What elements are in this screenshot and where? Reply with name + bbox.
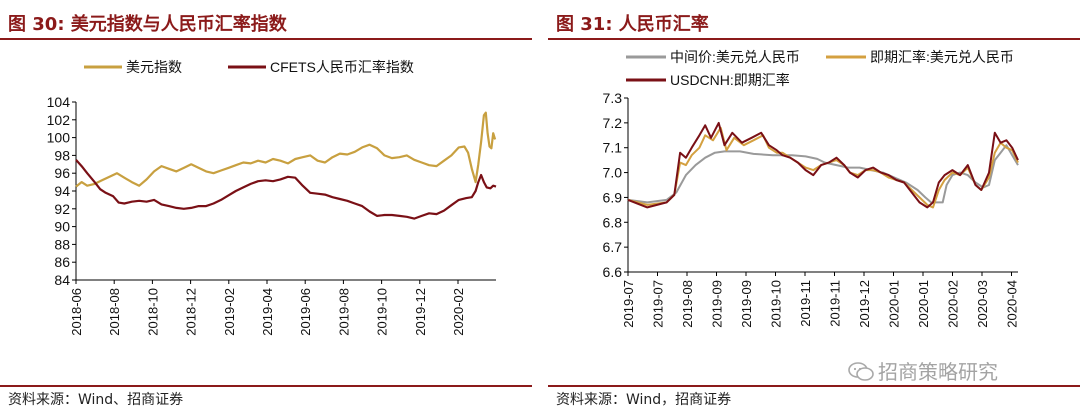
y-tick-label: 7.0 xyxy=(603,165,623,181)
y-tick-label: 7.3 xyxy=(603,90,623,106)
source-divider xyxy=(548,385,1080,387)
x-tick-label: 2020-01 xyxy=(916,280,931,328)
y-tick-label: 86 xyxy=(54,254,70,270)
y-tick-label: 100 xyxy=(47,130,71,146)
y-tick-label: 7.2 xyxy=(603,115,623,131)
source-divider xyxy=(0,385,532,387)
y-tick-label: 6.6 xyxy=(603,264,623,280)
x-tick-label: 2019-12 xyxy=(857,280,872,328)
y-tick-label: 92 xyxy=(54,201,70,217)
watermark-text: 招商策略研究 xyxy=(878,360,998,384)
x-tick-label: 2018-08 xyxy=(107,288,122,336)
x-tick-label: 2019-09 xyxy=(739,280,754,328)
y-tick-label: 98 xyxy=(54,147,70,163)
series-line-cfets xyxy=(75,159,497,220)
y-tick-label: 7.1 xyxy=(603,140,623,156)
legend-label: CFETS人民币汇率指数 xyxy=(270,59,414,75)
x-tick-label: 2019-09 xyxy=(710,280,725,328)
legend-label: 美元指数 xyxy=(126,59,182,75)
x-tick-label: 2019-07 xyxy=(621,280,636,328)
y-tick-label: 96 xyxy=(54,165,70,181)
y-tick-label: 102 xyxy=(47,112,71,128)
title-divider xyxy=(0,38,532,40)
x-tick-label: 2019-08 xyxy=(680,280,695,328)
x-tick-label: 2018-10 xyxy=(145,288,160,336)
source-note: 资料来源：Wind，招商证券 xyxy=(556,392,732,408)
x-tick-label: 2019-07 xyxy=(651,280,666,328)
x-tick-label: 2020-04 xyxy=(1005,280,1020,328)
x-tick-label: 2019-11 xyxy=(798,280,813,327)
x-tick-label: 2019-04 xyxy=(260,288,275,336)
left-chart-panel: 图 30: 美元指数与人民币汇率指数 美元指数 CFETS人民币汇率指数 104 10… xyxy=(0,0,532,420)
right-chart-panel: 图 31: 人民币汇率 中间价:美元兑人民币 即期汇率:美元兑人民币 USDCNH:… xyxy=(548,0,1080,420)
watermark: 招商策略研究 xyxy=(848,356,998,385)
x-tick-label: 2020-01 xyxy=(887,280,902,328)
chart-title: 图 30: 美元指数与人民币汇率指数 xyxy=(8,14,287,35)
x-tick-label: 2018-12 xyxy=(184,288,199,336)
source-note: 资料来源：Wind、招商证券 xyxy=(8,392,184,408)
title-divider xyxy=(548,38,1080,40)
series-line-spot xyxy=(627,126,1019,209)
x-tick-label: 2020-02 xyxy=(946,280,961,328)
legend-label: 即期汇率:美元兑人民币 xyxy=(870,49,1014,65)
chart-title: 图 31: 人民币汇率 xyxy=(556,14,709,35)
x-tick-label: 2019-10 xyxy=(769,280,784,328)
series-line-cnh xyxy=(627,121,1019,209)
x-tick-label: 2019-02 xyxy=(222,288,237,336)
legend-label: USDCNH:即期汇率 xyxy=(670,72,790,88)
y-tick-label: 94 xyxy=(54,183,70,199)
y-tick-label: 84 xyxy=(54,272,70,288)
legend-label: 中间价:美元兑人民币 xyxy=(670,49,800,65)
series-line-usd xyxy=(75,111,497,188)
wechat-icon xyxy=(848,362,874,381)
y-tick-label: 88 xyxy=(54,236,70,252)
rmb-exchange-rate-chart: 中间价:美元兑人民币 即期汇率:美元兑人民币 USDCNH:即期汇率 7.3 7.2 7.… xyxy=(603,49,1020,328)
x-tick-label: 2020-03 xyxy=(975,280,990,328)
x-tick-label: 2018-06 xyxy=(69,288,84,336)
x-tick-label: 2019-06 xyxy=(298,288,313,336)
y-tick-label: 6.9 xyxy=(603,189,623,205)
x-tick-label: 2019-12 xyxy=(413,288,428,336)
y-tick-label: 90 xyxy=(54,219,70,235)
y-tick-label: 6.7 xyxy=(603,239,623,255)
x-tick-label: 2019-11 xyxy=(828,280,843,327)
y-tick-label: 6.8 xyxy=(603,214,623,230)
y-tick-label: 104 xyxy=(47,94,71,110)
x-tick-label: 2019-08 xyxy=(336,288,351,336)
x-tick-label: 2019-10 xyxy=(375,288,390,336)
x-tick-label: 2020-02 xyxy=(451,288,466,336)
